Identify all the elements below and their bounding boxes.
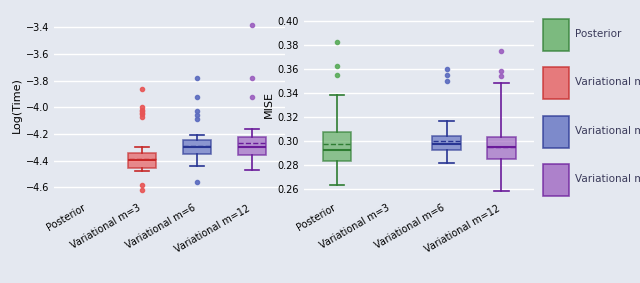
PathPatch shape: [237, 137, 266, 155]
Y-axis label: Log(Time): Log(Time): [12, 77, 22, 133]
Bar: [543, 67, 569, 99]
Text: Variational m=3: Variational m=3: [575, 77, 640, 87]
PathPatch shape: [433, 136, 461, 150]
PathPatch shape: [128, 153, 156, 168]
Text: Variational m=6: Variational m=6: [575, 126, 640, 136]
Y-axis label: MISE: MISE: [264, 91, 273, 118]
Text: Posterior: Posterior: [575, 29, 621, 39]
Bar: [543, 164, 569, 196]
Bar: [543, 19, 569, 51]
PathPatch shape: [183, 140, 211, 154]
PathPatch shape: [323, 132, 351, 161]
PathPatch shape: [487, 137, 516, 158]
Text: Variational m=12: Variational m=12: [575, 174, 640, 185]
Bar: [543, 116, 569, 148]
